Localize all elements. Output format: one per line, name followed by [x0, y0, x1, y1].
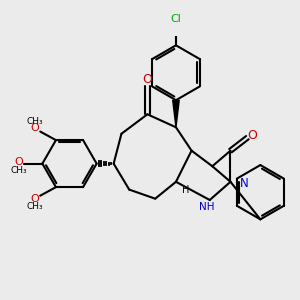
Text: O: O	[31, 194, 39, 204]
Text: O: O	[248, 129, 257, 142]
Text: O: O	[14, 157, 23, 167]
Text: O: O	[31, 123, 39, 133]
Text: CH₃: CH₃	[27, 202, 43, 211]
Polygon shape	[173, 100, 179, 127]
Text: Cl: Cl	[170, 14, 182, 25]
Text: H: H	[182, 184, 190, 195]
Text: CH₃: CH₃	[10, 166, 27, 175]
Text: N: N	[240, 177, 248, 190]
Text: NH: NH	[200, 202, 215, 212]
Text: CH₃: CH₃	[27, 117, 43, 126]
Text: O: O	[142, 73, 152, 86]
